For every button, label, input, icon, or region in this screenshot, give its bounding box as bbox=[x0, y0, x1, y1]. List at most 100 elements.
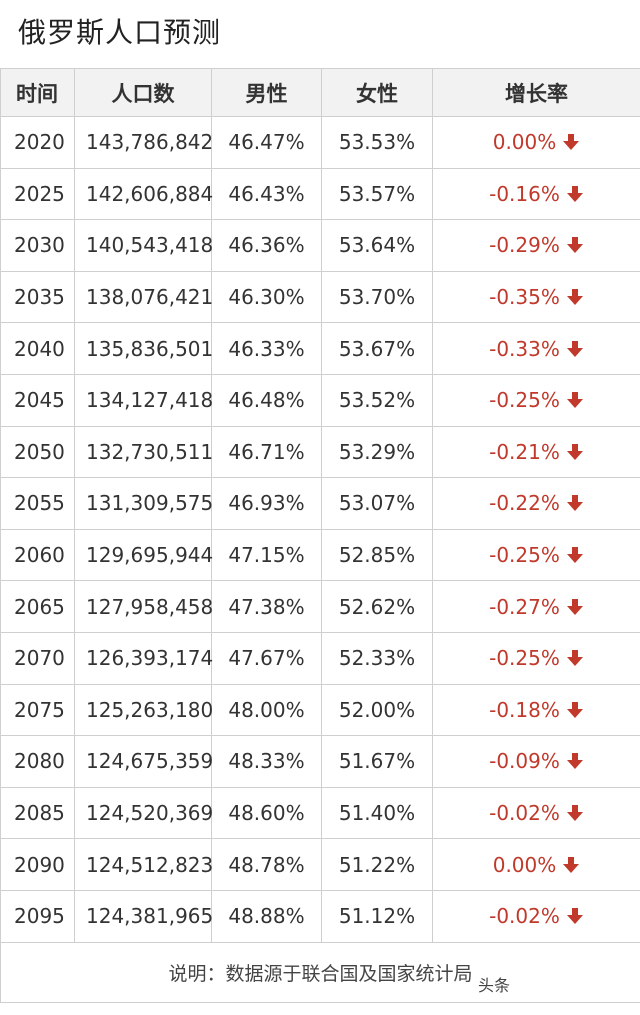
cell-year: 2050 bbox=[0, 425, 75, 479]
growth-value-wrap: -0.02% bbox=[489, 801, 584, 825]
cell-growth: -0.02% bbox=[432, 889, 640, 943]
cell-female: 53.29% bbox=[321, 425, 433, 479]
cell-population: 124,512,823 bbox=[74, 838, 213, 891]
cell-growth: -0.29% bbox=[432, 219, 640, 272]
arrow-down-icon bbox=[566, 391, 584, 409]
growth-value: -0.35% bbox=[489, 285, 560, 310]
title-bar: 俄罗斯人口预测 bbox=[0, 0, 640, 62]
arrow-down-icon bbox=[566, 185, 584, 203]
header-population: 人口数 bbox=[74, 68, 212, 117]
cell-growth: -0.33% bbox=[432, 322, 640, 375]
note-row: 说明：数据源于联合国及国家统计局 头条 bbox=[0, 941, 640, 1003]
cell-year: 2075 bbox=[0, 683, 75, 737]
cell-growth: 0.00% bbox=[432, 116, 640, 169]
cell-female: 52.33% bbox=[321, 631, 433, 685]
cell-year: 2080 bbox=[0, 735, 75, 788]
cell-female: 53.70% bbox=[321, 270, 433, 324]
cell-population: 134,127,418 bbox=[74, 373, 213, 427]
table-row: 2075 125,263,180 48.00% 52.00% -0.18% bbox=[0, 683, 640, 737]
cell-year: 2045 bbox=[0, 373, 75, 427]
cell-year: 2020 bbox=[0, 116, 75, 169]
cell-year: 2070 bbox=[0, 631, 75, 685]
arrow-down-icon bbox=[566, 494, 584, 512]
table-row: 2020 143,786,842 46.47% 53.53% 0.00% bbox=[0, 116, 640, 169]
growth-value: -0.21% bbox=[489, 439, 560, 464]
cell-female: 53.57% bbox=[321, 167, 433, 221]
cell-female: 52.00% bbox=[321, 683, 433, 737]
growth-value-wrap: -0.25% bbox=[489, 543, 584, 567]
cell-male: 46.93% bbox=[211, 477, 322, 530]
cell-population: 143,786,842 bbox=[74, 116, 213, 169]
growth-value: -0.27% bbox=[489, 594, 560, 619]
growth-value-wrap: -0.25% bbox=[489, 388, 584, 412]
cell-growth: -0.02% bbox=[432, 786, 640, 840]
cell-female: 53.67% bbox=[321, 322, 433, 375]
cell-male: 47.67% bbox=[211, 631, 322, 685]
cell-growth: -0.18% bbox=[432, 683, 640, 737]
cell-year: 2030 bbox=[0, 219, 75, 272]
cell-female: 52.85% bbox=[321, 528, 433, 582]
table-row: 2045 134,127,418 46.48% 53.52% -0.25% bbox=[0, 373, 640, 427]
cell-male: 46.36% bbox=[211, 219, 322, 272]
cell-female: 51.22% bbox=[321, 838, 433, 891]
growth-value: -0.25% bbox=[489, 388, 560, 413]
arrow-down-icon bbox=[566, 752, 584, 770]
growth-value: -0.09% bbox=[489, 749, 560, 774]
table-body: 2020 143,786,842 46.47% 53.53% 0.00% 2025 142,… bbox=[0, 116, 640, 943]
cell-year: 2040 bbox=[0, 322, 75, 375]
table-row: 2085 124,520,369 48.60% 51.40% -0.02% bbox=[0, 786, 640, 840]
cell-year: 2025 bbox=[0, 167, 75, 221]
cell-population: 140,543,418 bbox=[74, 219, 213, 272]
table-row: 2025 142,606,884 46.43% 53.57% -0.16% bbox=[0, 167, 640, 221]
cell-year: 2095 bbox=[0, 889, 75, 943]
arrow-down-icon bbox=[566, 701, 584, 719]
table-row: 2035 138,076,421 46.30% 53.70% -0.35% bbox=[0, 270, 640, 324]
growth-value-wrap: -0.33% bbox=[489, 337, 584, 361]
table-row: 2065 127,958,458 47.38% 52.62% -0.27% bbox=[0, 580, 640, 633]
arrow-down-icon bbox=[566, 288, 584, 306]
arrow-down-icon bbox=[566, 546, 584, 564]
cell-year: 2065 bbox=[0, 580, 75, 633]
cell-growth: -0.16% bbox=[432, 167, 640, 221]
growth-value: -0.29% bbox=[489, 233, 560, 258]
cell-year: 2090 bbox=[0, 838, 75, 891]
table-row: 2080 124,675,359 48.33% 51.67% -0.09% bbox=[0, 735, 640, 788]
table-row: 2040 135,836,501 46.33% 53.67% -0.33% bbox=[0, 322, 640, 375]
growth-value-wrap: 0.00% bbox=[493, 853, 581, 877]
growth-value: -0.25% bbox=[489, 646, 560, 671]
arrow-down-icon bbox=[562, 133, 580, 151]
arrow-down-icon bbox=[566, 804, 584, 822]
cell-male: 47.15% bbox=[211, 528, 322, 582]
growth-value: 0.00% bbox=[492, 130, 557, 155]
cell-male: 46.33% bbox=[211, 322, 322, 375]
cell-male: 47.38% bbox=[211, 580, 322, 633]
table-header-row: 时间 人口数 男性 女性 增长率 bbox=[0, 68, 640, 117]
growth-value-wrap: -0.29% bbox=[489, 233, 584, 257]
growth-value: -0.02% bbox=[489, 801, 560, 826]
cell-male: 46.48% bbox=[211, 373, 322, 427]
growth-value-wrap: -0.25% bbox=[489, 646, 584, 670]
cell-population: 142,606,884 bbox=[74, 167, 213, 221]
cell-year: 2035 bbox=[0, 270, 75, 324]
growth-value: 0.00% bbox=[492, 852, 557, 877]
arrow-down-icon bbox=[566, 340, 584, 358]
cell-population: 124,520,369 bbox=[74, 786, 213, 840]
cell-year: 2055 bbox=[0, 477, 75, 530]
cell-growth: -0.35% bbox=[432, 270, 640, 324]
cell-female: 53.53% bbox=[321, 116, 433, 169]
cell-year: 2085 bbox=[0, 786, 75, 840]
watermark: 头条 bbox=[477, 975, 510, 995]
arrow-down-icon bbox=[566, 907, 584, 925]
growth-value: -0.22% bbox=[489, 491, 560, 516]
growth-value: -0.18% bbox=[489, 697, 560, 722]
cell-growth: -0.22% bbox=[432, 477, 640, 530]
source-note: 说明：数据源于联合国及国家统计局 bbox=[168, 962, 473, 985]
population-table: 时间 人口数 男性 女性 增长率 2020 143,786,842 46.47% 53… bbox=[0, 68, 640, 1003]
growth-value: -0.16% bbox=[489, 181, 560, 206]
cell-female: 53.64% bbox=[321, 219, 433, 272]
arrow-down-icon bbox=[566, 598, 584, 616]
header-female: 女性 bbox=[321, 68, 433, 117]
note-cell: 说明：数据源于联合国及国家统计局 头条 bbox=[0, 941, 640, 1003]
growth-value-wrap: -0.18% bbox=[489, 698, 584, 722]
table-row: 2090 124,512,823 48.78% 51.22% 0.00% bbox=[0, 838, 640, 891]
